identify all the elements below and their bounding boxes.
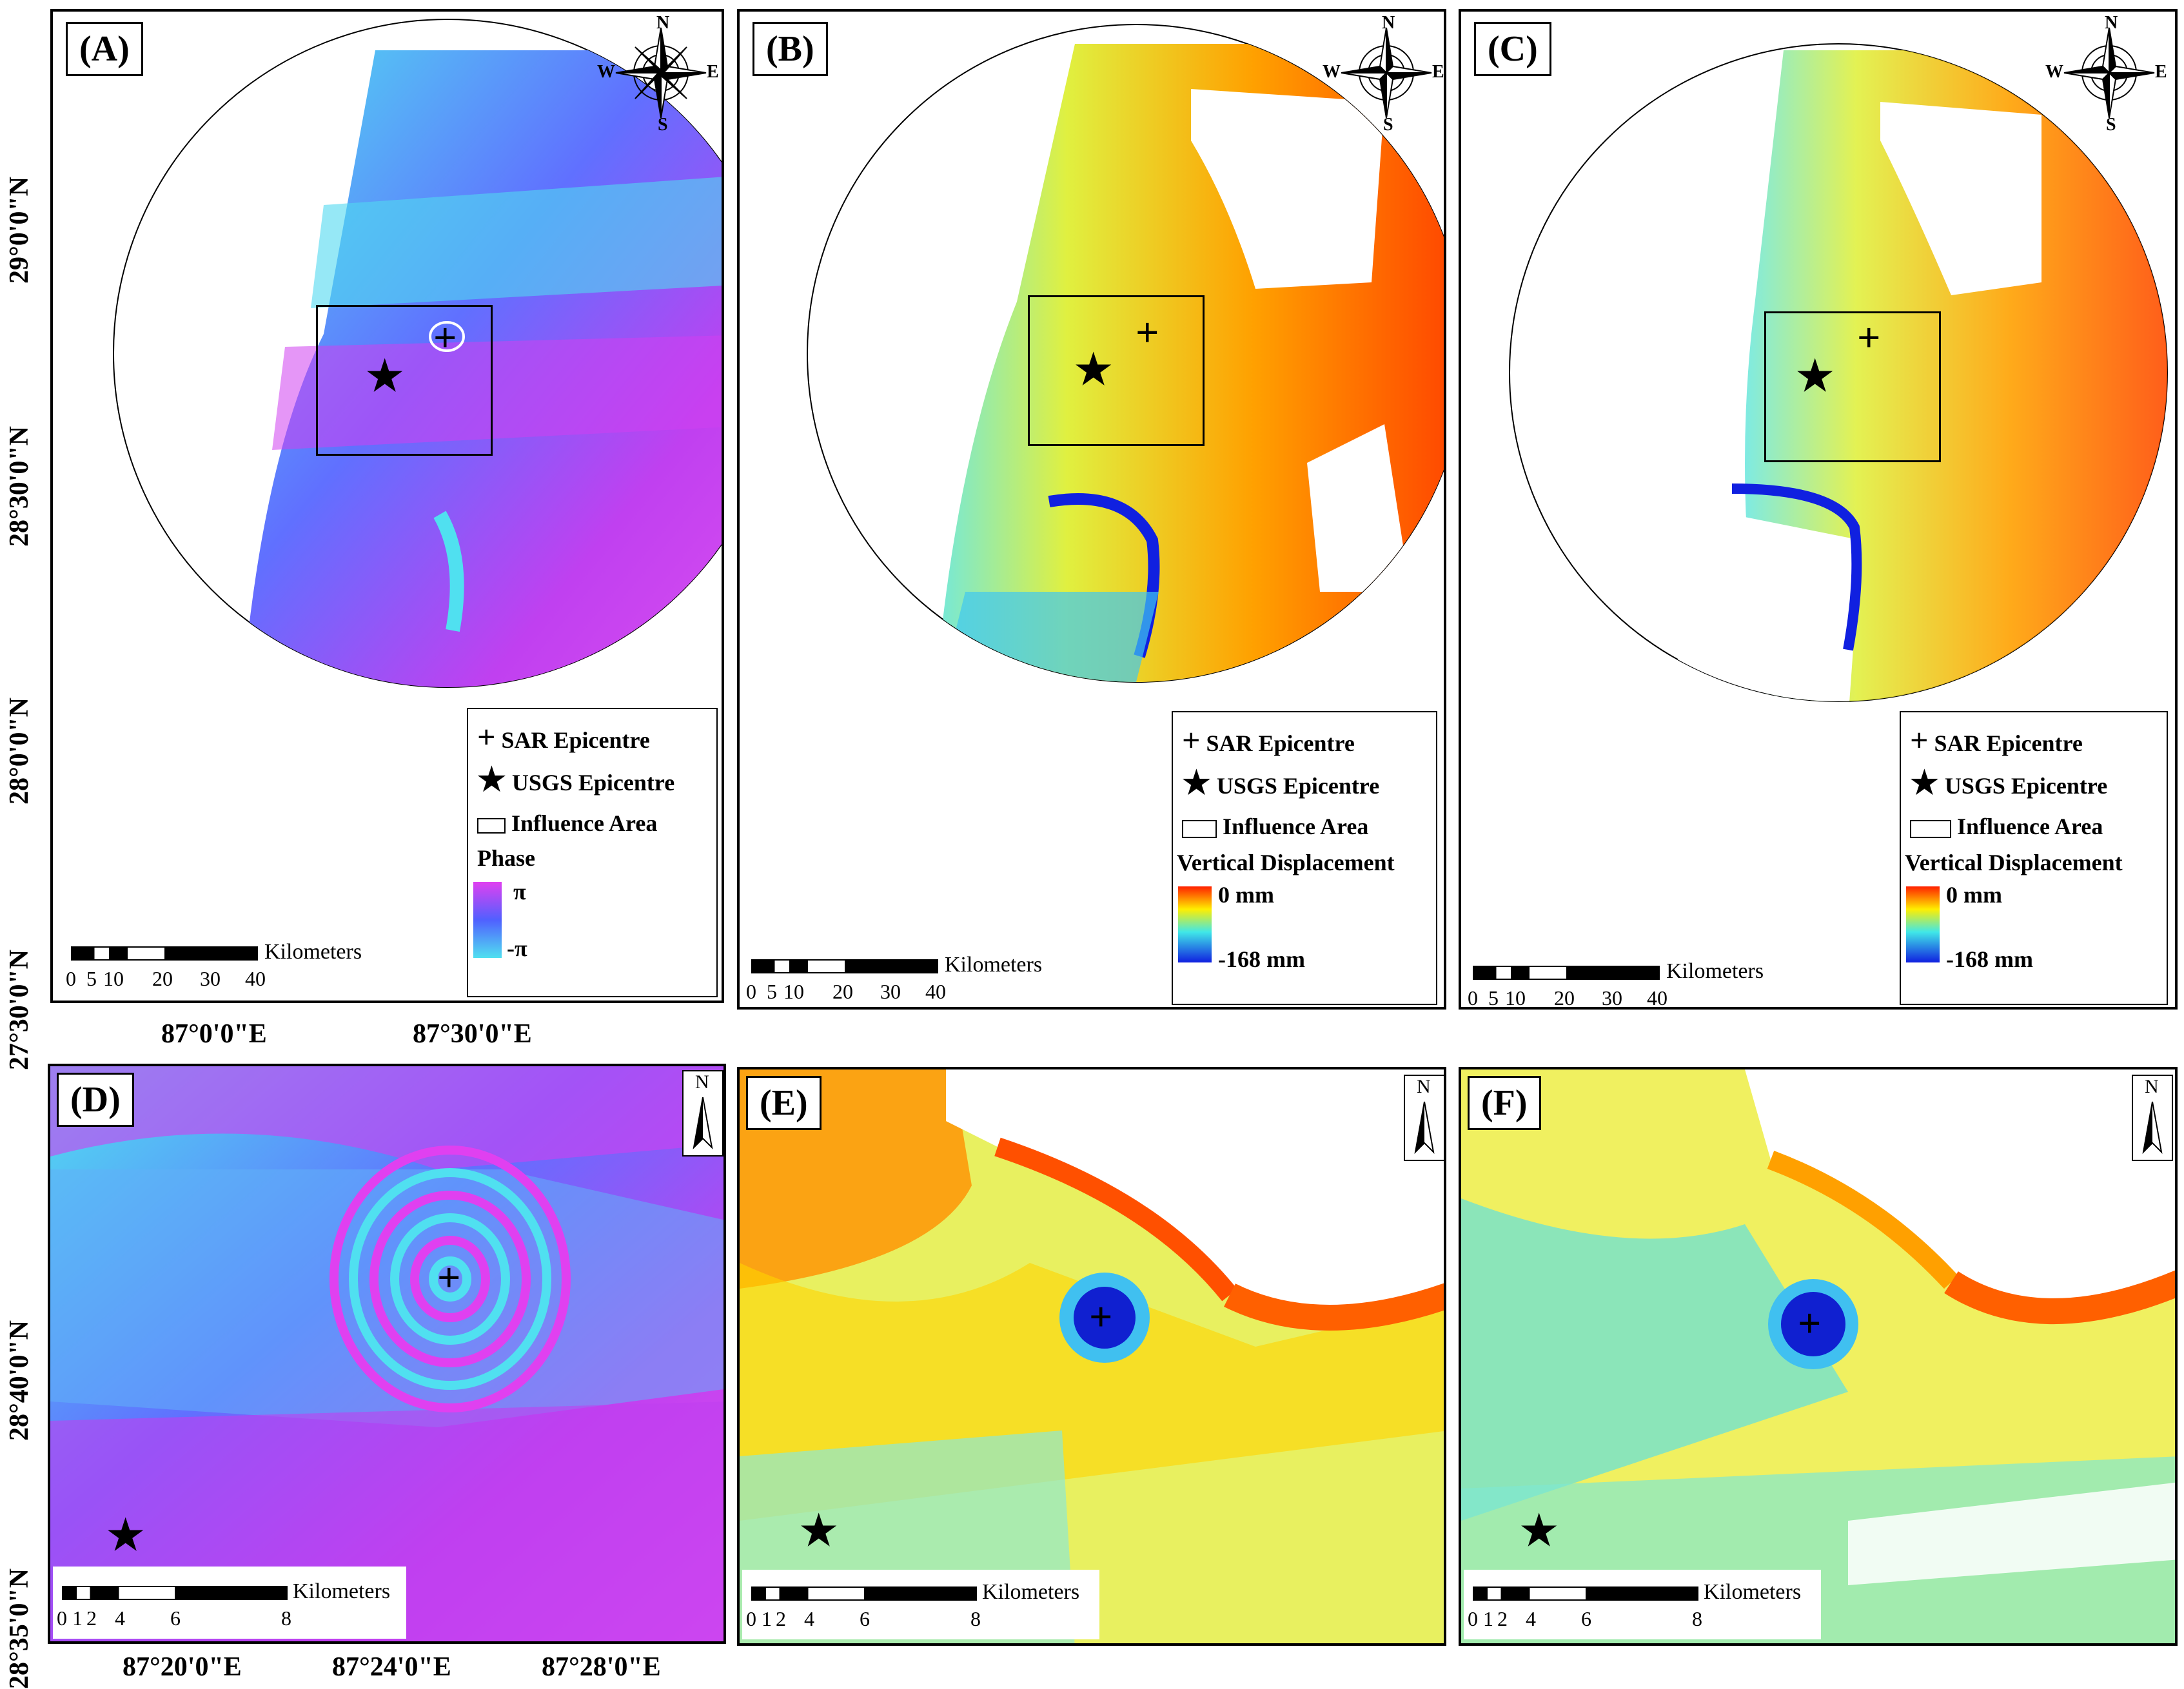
panel-label: (D) bbox=[57, 1073, 134, 1127]
sar-epicentre-marker: + bbox=[437, 1255, 461, 1300]
panel-d: (D) N + ★ Kilometers 0 1 2 4 6 8 bbox=[48, 1064, 726, 1644]
lat-label-top-2: 28°0'0"N bbox=[5, 697, 34, 805]
legend-vd-max: 0 mm bbox=[1218, 882, 1274, 908]
panel-label: (C) bbox=[1474, 22, 1551, 76]
compass-e: E bbox=[2155, 62, 2167, 82]
scale-bar-box: Kilometers 0 1 2 4 6 8 bbox=[1464, 1570, 1821, 1639]
legend: + SAR Epicentre ★ USGS Epicentre Influen… bbox=[467, 708, 718, 997]
influence-area-box bbox=[316, 305, 493, 456]
north-arrow: N bbox=[1404, 1075, 1444, 1161]
legend-influence: Influence Area bbox=[1182, 813, 1368, 840]
lat-label-top-1: 28°30'0"N bbox=[5, 425, 34, 547]
legend-vd-max: 0 mm bbox=[1946, 882, 2002, 908]
compass-n: N bbox=[2105, 13, 2118, 33]
lon-label-top-1: 87°30'0"E bbox=[413, 1019, 532, 1049]
legend-phase-min: -π bbox=[507, 935, 527, 961]
panel-label: (B) bbox=[753, 22, 828, 76]
compass-rose: N S E W bbox=[2045, 13, 2167, 135]
lat-label-bottom-0: 28°40'0"N bbox=[5, 1320, 34, 1441]
legend-phase-title: Phase bbox=[477, 845, 535, 871]
compass-w: W bbox=[1323, 62, 1341, 82]
lon-label-bottom-2: 87°28'0"E bbox=[542, 1652, 661, 1682]
lat-label-top-0: 29°0'0"N bbox=[5, 176, 34, 284]
legend-influence: Influence Area bbox=[477, 810, 657, 837]
legend-sar: + SAR Epicentre bbox=[1910, 722, 2083, 758]
compass-s: S bbox=[1383, 115, 1393, 135]
north-arrow-icon bbox=[693, 1097, 713, 1149]
compass-n: N bbox=[1382, 13, 1395, 33]
compass-w: W bbox=[597, 62, 615, 82]
legend-usgs: ★ USGS Epicentre bbox=[1910, 765, 2108, 801]
scale-bar-box: Kilometers 0 1 2 4 6 8 bbox=[742, 1570, 1099, 1639]
displacement-map-filtered bbox=[1509, 43, 2168, 702]
lon-label-bottom-0: 87°20'0"E bbox=[123, 1652, 242, 1682]
compass-s: S bbox=[658, 115, 668, 135]
lat-label-bottom-1: 28°35'0"N bbox=[5, 1568, 34, 1689]
compass-s: S bbox=[2106, 115, 2116, 135]
phase-zoom-map bbox=[50, 1066, 723, 1641]
legend: + SAR Epicentre ★ USGS Epicentre Influen… bbox=[1172, 711, 1437, 1005]
north-arrow: N bbox=[2132, 1075, 2173, 1161]
scale-bar-box: Kilometers 0 1 2 4 6 8 bbox=[53, 1567, 406, 1639]
panel-e: (E) N + ★ Kilometers 0 1 2 4 6 8 bbox=[737, 1067, 1446, 1646]
panel-b: (B) + ★ N S E W + SAR Epicentre ★ USGS E… bbox=[737, 9, 1446, 1010]
north-arrow-icon bbox=[1414, 1101, 1435, 1154]
lat-label-top-3: 27°30'0"N bbox=[5, 949, 34, 1070]
legend-usgs: ★ USGS Epicentre bbox=[477, 761, 675, 797]
sar-epicentre-marker: + bbox=[1089, 1294, 1113, 1340]
influence-area-box bbox=[1764, 311, 1941, 462]
north-arrow-label: N bbox=[695, 1071, 709, 1093]
panel-label: (A) bbox=[66, 22, 143, 76]
displacement-map bbox=[807, 24, 1444, 683]
legend-phase-max: π bbox=[513, 879, 526, 904]
panel-c: (C) + ★ N S E W + SAR Epicentre ★ USGS E… bbox=[1459, 9, 2178, 1010]
legend-influence: Influence Area bbox=[1910, 813, 2103, 840]
lon-label-bottom-1: 87°24'0"E bbox=[332, 1652, 451, 1682]
legend: + SAR Epicentre ★ USGS Epicentre Influen… bbox=[1900, 711, 2168, 1005]
phase-map bbox=[113, 19, 722, 688]
usgs-epicentre-marker: ★ bbox=[1520, 1508, 1558, 1554]
sar-epicentre-marker: + bbox=[433, 315, 457, 360]
displacement-zoom-map bbox=[740, 1069, 1444, 1643]
displacement-zoom-map-filtered bbox=[1461, 1069, 2175, 1643]
legend-vd-min: -168 mm bbox=[1218, 946, 1305, 972]
panel-label: (F) bbox=[1468, 1076, 1541, 1130]
sar-epicentre-marker: + bbox=[1857, 315, 1881, 360]
panel-a: (A) + ★ N S E W + SAR Epicentre ★ USGS E… bbox=[50, 9, 724, 1003]
legend-vd-title: Vertical Displacement bbox=[1177, 850, 1395, 875]
north-arrow-label: N bbox=[1417, 1076, 1431, 1097]
legend-sar: + SAR Epicentre bbox=[1182, 722, 1355, 758]
sar-epicentre-marker: + bbox=[1798, 1300, 1822, 1346]
usgs-epicentre-marker: ★ bbox=[1796, 353, 1834, 399]
compass-e: E bbox=[1432, 62, 1444, 82]
usgs-epicentre-marker: ★ bbox=[800, 1508, 838, 1554]
usgs-epicentre-marker: ★ bbox=[1075, 347, 1112, 393]
compass-e: E bbox=[707, 62, 719, 82]
compass-rose: N S E W bbox=[597, 13, 719, 135]
panel-label: (E) bbox=[746, 1076, 821, 1130]
compass-w: W bbox=[2045, 62, 2063, 82]
legend-usgs: ★ USGS Epicentre bbox=[1182, 765, 1380, 801]
compass-n: N bbox=[656, 13, 670, 33]
panel-f: (F) N + ★ Kilometers 0 1 2 4 6 8 bbox=[1459, 1067, 2178, 1646]
legend-vd-min: -168 mm bbox=[1946, 946, 2033, 972]
legend-vd-title: Vertical Displacement bbox=[1905, 850, 2123, 875]
north-arrow: N bbox=[682, 1070, 723, 1157]
lon-label-top-0: 87°0'0"E bbox=[161, 1019, 267, 1049]
legend-sar: + SAR Epicentre bbox=[477, 719, 650, 755]
usgs-epicentre-marker: ★ bbox=[107, 1512, 144, 1558]
usgs-epicentre-marker: ★ bbox=[366, 353, 404, 399]
influence-area-box bbox=[1028, 295, 1205, 446]
north-arrow-label: N bbox=[2145, 1076, 2159, 1097]
compass-rose: N S E W bbox=[1323, 13, 1444, 135]
sar-epicentre-marker: + bbox=[1136, 309, 1159, 355]
north-arrow-icon bbox=[2142, 1101, 2163, 1154]
